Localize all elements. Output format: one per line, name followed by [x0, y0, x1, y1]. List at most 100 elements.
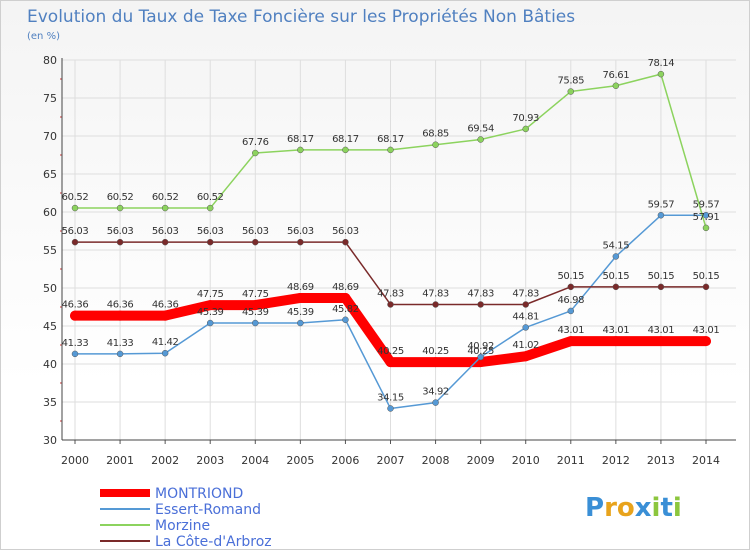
data-point: [520, 351, 531, 362]
logo-letter: t: [660, 493, 672, 523]
data-label: 47.75: [197, 289, 224, 300]
data-label: 68.17: [332, 134, 359, 145]
data-label: 44.81: [512, 311, 539, 322]
data-point: [71, 238, 79, 246]
data-point: [295, 292, 306, 303]
data-point: [477, 353, 484, 361]
data-label: 56.03: [287, 226, 314, 237]
legend-label: MONTRIOND: [155, 486, 243, 502]
data-point: [342, 238, 349, 246]
data-label: 59.57: [648, 199, 675, 210]
data-point: [70, 310, 80, 321]
data-point: [702, 224, 710, 232]
data-point: [252, 319, 259, 327]
data-point: [702, 283, 710, 291]
data-label: 48.69: [287, 282, 314, 293]
logo-text: Proxiti: [585, 493, 682, 523]
y-tick-label: 35: [43, 396, 57, 409]
data-label: 43.01: [648, 325, 675, 336]
data-point: [206, 238, 214, 246]
data-label: 60.52: [107, 192, 134, 203]
data-label: 34.92: [422, 387, 449, 398]
data-label: 76.61: [603, 70, 630, 81]
data-point: [522, 125, 529, 133]
data-point: [612, 283, 620, 291]
data-label: 56.03: [107, 226, 134, 237]
data-label: 45.82: [332, 304, 359, 315]
data-point: [161, 238, 169, 246]
data-point: [71, 350, 79, 358]
y-tick-label: 45: [43, 320, 57, 333]
chart-subtitle: (en %): [27, 31, 60, 42]
data-point: [387, 301, 394, 308]
data-label: 41.42: [152, 337, 179, 348]
axes: 30 35 40 45 50 55 60 65 70 75 80 2000 2001 2002 2003 20…: [43, 54, 736, 467]
data-label: 67.76: [242, 137, 269, 148]
data-point: [610, 336, 621, 347]
data-label: 47.83: [512, 288, 539, 299]
data-label: 46.36: [152, 300, 179, 311]
y-tick-label: 55: [43, 244, 57, 257]
data-point: [250, 300, 261, 311]
data-label: 48.69: [332, 282, 359, 293]
x-tick-label: 2001: [106, 454, 134, 467]
data-point: [387, 146, 394, 154]
data-point: [612, 253, 620, 260]
data-label: 46.98: [557, 295, 584, 306]
y-tick-label: 30: [43, 434, 57, 447]
logo-letter: x: [635, 493, 652, 523]
data-label: 46.36: [62, 300, 89, 311]
data-point: [206, 204, 214, 212]
x-tick-label: 2007: [377, 454, 405, 467]
data-label: 59.57: [693, 199, 720, 210]
data-point: [567, 88, 575, 95]
data-label: 46.36: [107, 300, 134, 311]
x-tick-label: 2010: [512, 454, 540, 467]
data-label: 56.03: [62, 226, 89, 237]
data-label: 60.52: [152, 192, 179, 203]
x-tick-label: 2013: [647, 454, 675, 467]
data-label: 56.03: [242, 226, 269, 237]
grid: [62, 59, 736, 441]
logo-letter: r: [604, 493, 617, 523]
data-point: [657, 283, 665, 291]
data-point: [477, 136, 484, 143]
data-label: 70.93: [512, 113, 539, 124]
data-point: [340, 292, 351, 303]
data-point: [342, 316, 349, 324]
data-point: [387, 405, 394, 412]
data-point: [522, 301, 529, 308]
data-point: [432, 141, 439, 148]
x-tick-label: 2011: [557, 454, 585, 467]
y-tick-label: 80: [43, 54, 57, 67]
chart-title: Evolution du Taux de Taxe Foncière sur l…: [27, 7, 575, 27]
data-point: [657, 212, 665, 219]
data-label: 45.39: [287, 307, 314, 318]
data-label: 60.52: [197, 192, 224, 203]
data-label: 45.39: [242, 307, 269, 318]
y-tick-label: 70: [43, 130, 57, 143]
data-point: [701, 336, 711, 347]
data-point: [432, 301, 439, 308]
legend-label: Morzine: [155, 518, 210, 534]
proxiti-logo: Proxiti: [585, 493, 682, 523]
data-point: [432, 399, 439, 406]
data-point: [477, 301, 484, 308]
data-label: 41.33: [107, 338, 134, 349]
data-label: 68.17: [377, 134, 404, 145]
data-point: [657, 70, 665, 78]
data-label: 50.15: [603, 271, 630, 282]
data-point: [252, 238, 259, 246]
series-lines: [70, 70, 711, 412]
x-tick-label: 2004: [241, 454, 269, 467]
data-point: [567, 283, 575, 291]
data-point: [612, 82, 620, 90]
data-label: 43.01: [693, 325, 720, 336]
data-point: [116, 350, 124, 358]
data-point: [567, 307, 575, 315]
data-label: 43.01: [603, 325, 630, 336]
data-point: [342, 146, 349, 154]
